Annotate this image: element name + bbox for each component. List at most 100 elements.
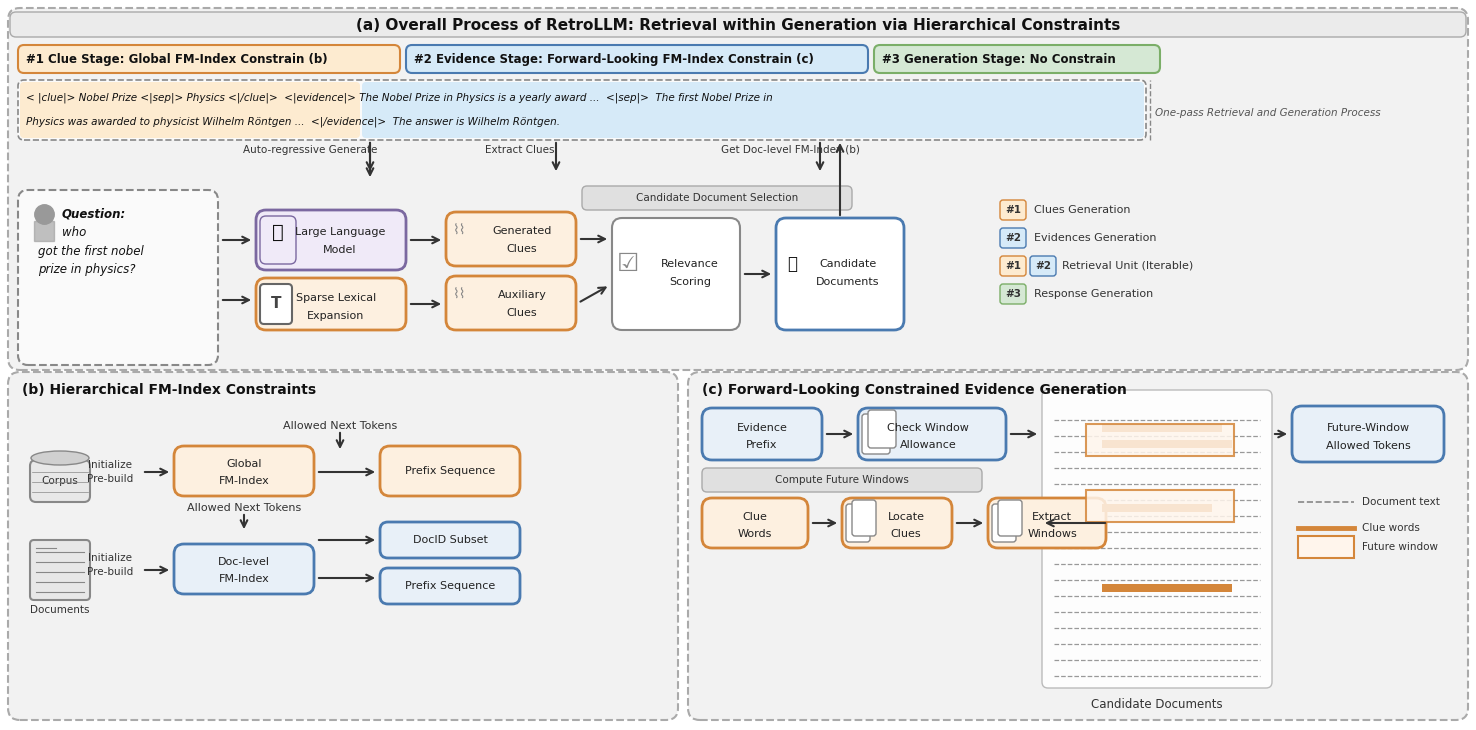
Text: (b) Hierarchical FM-Index Constraints: (b) Hierarchical FM-Index Constraints	[22, 383, 316, 397]
FancyBboxPatch shape	[1001, 228, 1026, 248]
FancyBboxPatch shape	[688, 372, 1469, 720]
FancyBboxPatch shape	[613, 218, 739, 330]
FancyBboxPatch shape	[174, 446, 314, 496]
Text: Generated: Generated	[493, 226, 552, 236]
Text: Clue words: Clue words	[1362, 523, 1420, 533]
Text: Doc-level: Doc-level	[218, 557, 270, 567]
Text: #3: #3	[1005, 289, 1021, 299]
FancyBboxPatch shape	[776, 218, 903, 330]
Text: Candidate Documents: Candidate Documents	[1091, 699, 1222, 712]
Text: Pre-build: Pre-build	[87, 474, 133, 484]
Text: Allowed Next Tokens: Allowed Next Tokens	[187, 503, 301, 513]
Text: (c) Forward-Looking Constrained Evidence Generation: (c) Forward-Looking Constrained Evidence…	[703, 383, 1126, 397]
FancyBboxPatch shape	[1042, 390, 1272, 688]
Text: Candidate Document Selection: Candidate Document Selection	[636, 193, 799, 203]
Text: #2: #2	[1035, 261, 1051, 271]
Text: Expansion: Expansion	[307, 311, 365, 321]
FancyBboxPatch shape	[582, 186, 852, 210]
Text: < |clue|> Nobel Prize <|sep|> Physics <|/clue|>  <|evidence|> The Nobel Prize in: < |clue|> Nobel Prize <|sep|> Physics <|…	[27, 93, 773, 103]
Text: #1: #1	[1005, 261, 1021, 271]
Text: Response Generation: Response Generation	[1035, 289, 1153, 299]
Bar	[1103, 504, 1212, 512]
FancyBboxPatch shape	[446, 212, 576, 266]
FancyBboxPatch shape	[1001, 256, 1026, 276]
Text: ⌇⌇: ⌇⌇	[453, 287, 466, 301]
FancyBboxPatch shape	[260, 216, 297, 264]
Bar	[1103, 424, 1222, 432]
Text: Allowance: Allowance	[900, 440, 956, 450]
FancyBboxPatch shape	[1292, 406, 1444, 462]
Text: Auto-regressive Generate: Auto-regressive Generate	[244, 145, 378, 155]
Text: Physics was awarded to physicist Wilhelm Röntgen ...  <|/evidence|>  The answer : Physics was awarded to physicist Wilhelm…	[27, 117, 559, 127]
Text: Clues Generation: Clues Generation	[1035, 205, 1131, 215]
Text: Future-Window: Future-Window	[1327, 423, 1410, 433]
FancyBboxPatch shape	[1030, 256, 1055, 276]
Text: Pre-build: Pre-build	[87, 567, 133, 577]
Text: ☑: ☑	[617, 252, 639, 276]
Text: Auxiliary: Auxiliary	[497, 290, 546, 300]
Text: Corpus: Corpus	[41, 476, 78, 486]
Text: Document text: Document text	[1362, 497, 1441, 507]
FancyBboxPatch shape	[18, 45, 400, 73]
FancyBboxPatch shape	[703, 468, 982, 492]
Text: DocID Subset: DocID Subset	[413, 535, 487, 545]
FancyBboxPatch shape	[862, 414, 890, 454]
Text: Evidence: Evidence	[737, 423, 787, 433]
Bar	[1103, 440, 1232, 448]
Text: Locate: Locate	[887, 512, 924, 522]
Text: Relevance: Relevance	[661, 259, 719, 269]
FancyBboxPatch shape	[841, 498, 952, 548]
FancyBboxPatch shape	[868, 410, 896, 448]
Text: Global: Global	[226, 459, 261, 469]
FancyBboxPatch shape	[987, 498, 1106, 548]
Text: Clues: Clues	[890, 529, 921, 539]
FancyBboxPatch shape	[379, 522, 520, 558]
FancyBboxPatch shape	[30, 540, 90, 600]
FancyBboxPatch shape	[7, 372, 677, 720]
FancyBboxPatch shape	[846, 504, 869, 542]
FancyBboxPatch shape	[852, 500, 875, 536]
Text: Initialize: Initialize	[89, 553, 131, 563]
Text: Extract: Extract	[1032, 512, 1072, 522]
Text: 📄: 📄	[787, 255, 797, 273]
Text: Sparse Lexical: Sparse Lexical	[295, 293, 376, 303]
Text: Check Window: Check Window	[887, 423, 968, 433]
Text: Clues: Clues	[506, 308, 537, 318]
Ellipse shape	[31, 451, 89, 465]
Text: Extract Clues: Extract Clues	[486, 145, 555, 155]
FancyBboxPatch shape	[703, 408, 822, 460]
FancyBboxPatch shape	[998, 500, 1021, 536]
FancyBboxPatch shape	[18, 80, 1145, 140]
Text: (a) Overall Process of RetroLLM: Retrieval within Generation via Hierarchical Co: (a) Overall Process of RetroLLM: Retriev…	[356, 18, 1120, 33]
FancyBboxPatch shape	[255, 278, 406, 330]
Text: Prefix Sequence: Prefix Sequence	[404, 581, 494, 591]
FancyBboxPatch shape	[858, 408, 1007, 460]
Text: #1: #1	[1005, 205, 1021, 215]
Text: Allowed Next Tokens: Allowed Next Tokens	[283, 421, 397, 431]
FancyBboxPatch shape	[255, 210, 406, 270]
Text: Prefix Sequence: Prefix Sequence	[404, 466, 494, 476]
Text: FM-Index: FM-Index	[218, 574, 270, 584]
FancyBboxPatch shape	[10, 12, 1466, 37]
Bar	[1086, 490, 1234, 522]
FancyBboxPatch shape	[703, 498, 807, 548]
FancyBboxPatch shape	[379, 446, 520, 496]
Text: Evidences Generation: Evidences Generation	[1035, 233, 1157, 243]
Text: #2: #2	[1005, 233, 1021, 243]
Text: Words: Words	[738, 529, 772, 539]
Text: Prefix: Prefix	[747, 440, 778, 450]
Text: #3 Generation Stage: No Constrain: #3 Generation Stage: No Constrain	[883, 53, 1116, 66]
FancyBboxPatch shape	[174, 544, 314, 594]
Text: got the first nobel: got the first nobel	[38, 245, 143, 258]
Text: Get Doc-level FM-Index (b): Get Doc-level FM-Index (b)	[720, 145, 859, 155]
Text: FM-Index: FM-Index	[218, 476, 270, 486]
FancyBboxPatch shape	[260, 284, 292, 324]
Text: Clues: Clues	[506, 244, 537, 254]
Text: #2 Evidence Stage: Forward-Looking FM-Index Constrain (c): #2 Evidence Stage: Forward-Looking FM-In…	[413, 53, 813, 66]
FancyBboxPatch shape	[446, 276, 576, 330]
Text: T: T	[270, 296, 282, 312]
FancyBboxPatch shape	[362, 82, 1144, 138]
Text: Documents: Documents	[816, 277, 880, 287]
FancyBboxPatch shape	[7, 8, 1469, 370]
Text: One-pass Retrieval and Generation Process: One-pass Retrieval and Generation Proces…	[1156, 108, 1380, 118]
